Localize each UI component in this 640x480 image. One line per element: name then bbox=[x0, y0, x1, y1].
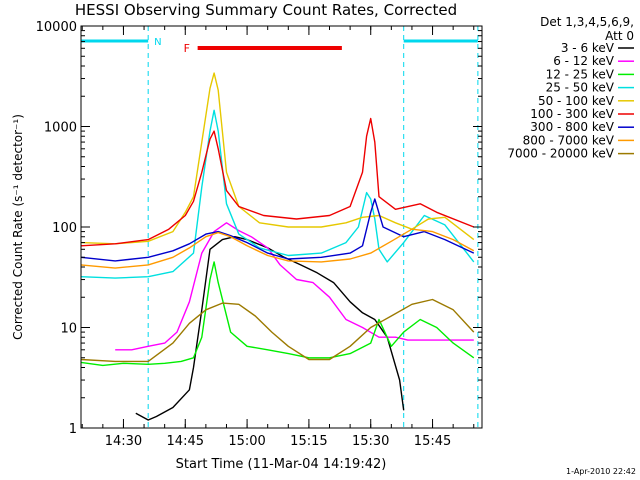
legend-entry-label: 3 - 6 keV bbox=[561, 41, 615, 55]
y-axis-label: Corrected Count Rate (s⁻¹ detector⁻¹) bbox=[11, 114, 25, 340]
legend-header-attenuator: Att 0 bbox=[605, 29, 634, 43]
y-tick-label: 1000 bbox=[44, 121, 77, 136]
x-tick-label: 15:45 bbox=[414, 434, 451, 449]
legend-entry-label: 800 - 7000 keV bbox=[523, 133, 615, 147]
x-axis-label: Start Time (11-Mar-04 14:19:42) bbox=[176, 457, 387, 472]
flare-label: F bbox=[184, 42, 190, 55]
legend-entry-label: 6 - 12 keV bbox=[553, 54, 615, 68]
y-axis: 1 10 100 1000 10000 bbox=[36, 20, 482, 437]
night-label: N bbox=[154, 37, 161, 48]
y-tick-label: 100 bbox=[52, 221, 77, 236]
y-tick-label: 10 bbox=[60, 322, 77, 337]
legend-entry-label: 50 - 100 keV bbox=[538, 94, 615, 108]
chart-title: HESSI Observing Summary Count Rates, Cor… bbox=[75, 1, 457, 19]
series-line-50-100-kev bbox=[81, 72, 475, 245]
legend-entry-label: 12 - 25 keV bbox=[546, 67, 615, 81]
legend-entry-label: 25 - 50 keV bbox=[546, 81, 615, 95]
series-line-6-12-kev bbox=[115, 222, 474, 351]
series-line-7000-20000-kev bbox=[81, 298, 475, 363]
legend-entry-label: 100 - 300 keV bbox=[530, 107, 614, 121]
x-tick-label: 15:00 bbox=[228, 434, 265, 449]
series-layer bbox=[81, 72, 475, 421]
series-line-12-25-kev bbox=[81, 261, 475, 367]
legend-entry-label: 7000 - 20000 keV bbox=[507, 147, 614, 161]
series-line-3-6-kev bbox=[135, 235, 405, 421]
series-line-800-7000-kev bbox=[81, 228, 475, 269]
series-line-100-300-kev bbox=[81, 117, 475, 247]
x-tick-label: 14:30 bbox=[105, 434, 142, 449]
series-line-300-800-kev bbox=[81, 198, 475, 262]
x-tick-label: 15:30 bbox=[352, 434, 389, 449]
y-tick-label: 1 bbox=[69, 422, 77, 437]
y-tick-label: 10000 bbox=[36, 20, 77, 35]
legend-header-detectors: Det 1,3,4,5,6,9, bbox=[540, 15, 634, 29]
plot-frame bbox=[80, 25, 483, 429]
x-tick-label: 15:15 bbox=[290, 434, 327, 449]
legend-entry-label: 300 - 800 keV bbox=[530, 120, 614, 134]
x-tick-label: 14:45 bbox=[167, 434, 204, 449]
series-line-25-50-kev bbox=[81, 109, 475, 279]
x-axis: 14:30 14:45 15:00 15:15 15:30 15:45 bbox=[81, 26, 475, 449]
footer-timestamp: 1-Apr-2010 22:42 bbox=[566, 467, 636, 476]
